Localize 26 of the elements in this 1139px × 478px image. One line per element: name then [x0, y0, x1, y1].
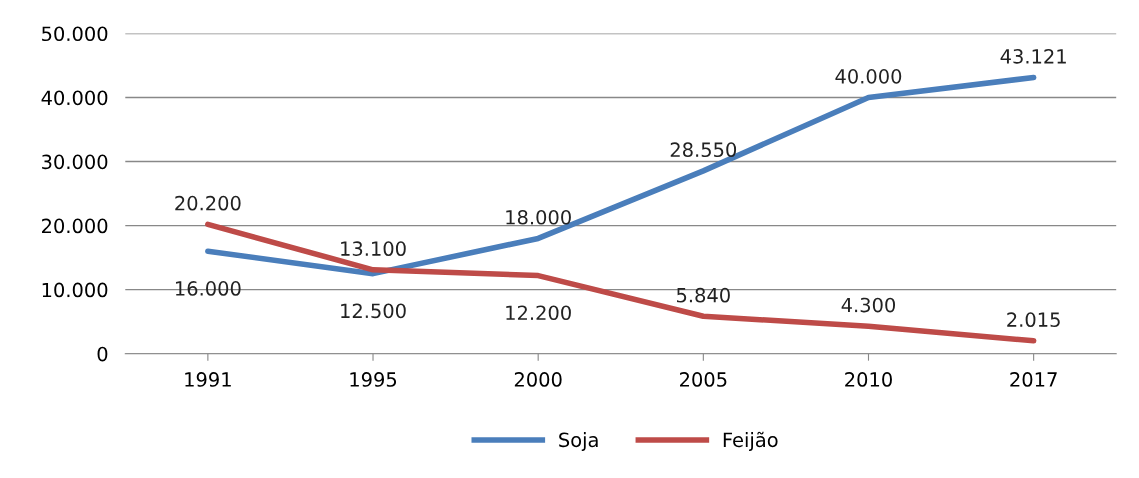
y-tick-label: 10.000 — [42, 282, 108, 298]
x-tick-label: 2005 — [680, 372, 727, 387]
data-label: 13.100 — [341, 241, 406, 257]
data-label: 16.000 — [175, 281, 241, 296]
data-label: 4.300 — [841, 297, 896, 313]
y-tick-label: 0 — [97, 346, 108, 362]
legend-label: Soja — [559, 432, 598, 451]
y-tick-label: 50.000 — [42, 26, 108, 42]
x-tick-label: 2000 — [514, 372, 562, 387]
data-label: 12.500 — [341, 303, 406, 319]
x-tick-label: 2010 — [845, 372, 892, 387]
data-label: 12.200 — [506, 305, 571, 321]
data-label: 18.000 — [506, 209, 571, 225]
x-tick-label: 1995 — [350, 372, 397, 387]
data-label: 20.200 — [175, 195, 241, 211]
x-tick-label: 2017 — [1010, 372, 1057, 387]
data-label: 5.840 — [677, 287, 730, 303]
y-tick-label: 40.000 — [41, 90, 108, 106]
y-tick-label: 30.000 — [42, 154, 108, 170]
y-tick-label: 20.000 — [42, 218, 108, 234]
data-label: 43.121 — [1000, 49, 1066, 64]
data-label: 40.000 — [835, 69, 902, 84]
data-label: 28.550 — [670, 142, 737, 158]
legend-label: Feijão — [723, 431, 778, 451]
data-label: 2.015 — [1007, 312, 1060, 328]
x-tick-label: 1991 — [185, 372, 231, 387]
